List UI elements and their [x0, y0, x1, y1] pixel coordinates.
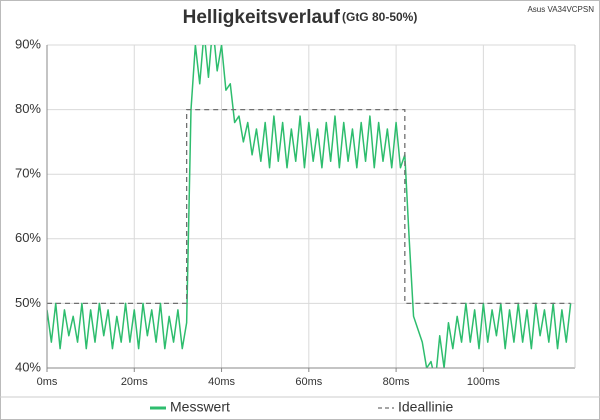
series-line: [47, 108, 571, 305]
x-tick-label: 40ms: [208, 376, 235, 388]
chart-heading: Helligkeitsverlauf (GtG 80-50%): [183, 7, 418, 28]
x-tick-label: 60ms: [295, 376, 322, 388]
y-tick-label: 80%: [15, 101, 41, 116]
chart-title: Helligkeitsverlauf: [183, 7, 341, 28]
y-tick-label: 60%: [15, 230, 41, 245]
x-tick-label: 0ms: [37, 376, 58, 388]
chart-subtitle: (GtG 80-50%): [342, 10, 417, 24]
x-tick-label: 100ms: [467, 376, 501, 388]
y-tick-label: 90%: [15, 36, 41, 51]
y-tick-label: 50%: [15, 295, 41, 310]
legend: Messwert Ideallinie: [0, 396, 600, 415]
y-tick-label: 70%: [15, 166, 41, 181]
legend-label: Messwert: [170, 399, 230, 415]
annotation: Asus VA34VCPSN: [527, 5, 594, 14]
x-tick-label: 80ms: [383, 376, 410, 388]
legend-label: Ideallinie: [398, 399, 453, 415]
x-tick-label: 20ms: [121, 376, 148, 388]
axes: 40% 50% 60% 70% 80% 90% 0ms 20ms 40ms 60ms 80ms 100…: [15, 36, 576, 388]
plot-area: [47, 45, 572, 368]
y-tick-label: 40%: [15, 359, 41, 374]
